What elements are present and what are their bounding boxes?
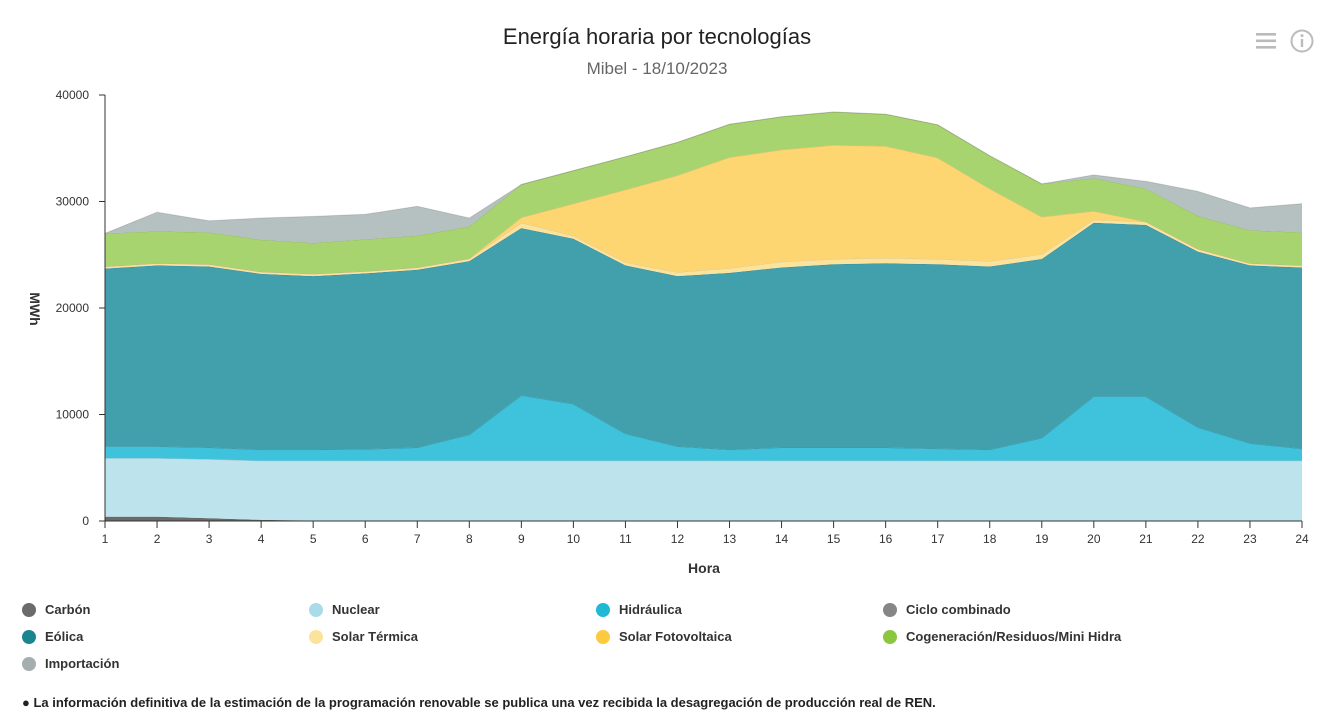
legend-item[interactable]: Nuclear — [309, 602, 380, 617]
area-series-7[interactable] — [105, 112, 1302, 274]
legend-item[interactable]: Hidráulica — [596, 602, 682, 617]
legend-label: Solar Fotovoltaica — [619, 629, 732, 644]
x-tick-label: 22 — [1191, 532, 1205, 546]
x-axis-title: Hora — [688, 560, 720, 576]
x-tick-label: 1 — [102, 532, 109, 546]
x-tick-label: 9 — [518, 532, 525, 546]
legend-item[interactable]: Eólica — [22, 629, 83, 644]
x-tick-label: 3 — [206, 532, 213, 546]
x-tick-label: 7 — [414, 532, 421, 546]
x-tick-label: 6 — [362, 532, 369, 546]
x-tick-label: 13 — [723, 532, 737, 546]
x-tick-label: 19 — [1035, 532, 1049, 546]
x-tick-label: 11 — [619, 532, 632, 546]
x-tick-label: 4 — [258, 532, 265, 546]
area-series-4[interactable] — [105, 222, 1302, 450]
legend-item[interactable]: Solar Térmica — [309, 629, 418, 644]
legend-marker-icon — [596, 602, 610, 617]
y-tick-label: 10000 — [56, 408, 90, 422]
legend-label: Importación — [45, 656, 120, 671]
x-tick-label: 2 — [154, 532, 161, 546]
legend-label: Nuclear — [332, 602, 380, 617]
legend-marker-icon — [22, 629, 36, 644]
info-icon[interactable] — [1289, 28, 1315, 54]
x-tick-label: 17 — [931, 532, 945, 546]
chart-title: Energía horaria por tecnologías — [503, 24, 811, 49]
chart-area: Energía horaria por tecnologías Mibel - … — [27, 24, 1309, 576]
x-tick-label: 15 — [827, 532, 841, 546]
legend-marker-icon — [309, 629, 323, 644]
x-tick-label: 12 — [671, 532, 685, 546]
legend-item[interactable]: Importación — [22, 656, 119, 671]
legend-marker-icon — [883, 629, 897, 644]
footnote: ● La información definitiva de la estima… — [22, 695, 936, 710]
legend-label: Eólica — [45, 629, 84, 644]
legend-label: Cogeneración/Residuos/Mini Hidra — [906, 629, 1122, 644]
hamburger-menu-icon[interactable] — [1253, 28, 1279, 54]
area-series-6[interactable] — [105, 145, 1302, 274]
area-series-5[interactable] — [105, 219, 1302, 277]
y-tick-label: 40000 — [56, 88, 90, 102]
x-tick-label: 20 — [1087, 532, 1101, 546]
area-edge-8 — [104, 111, 1303, 234]
x-tick-label: 21 — [1139, 532, 1153, 546]
y-tick-label: 30000 — [56, 195, 90, 209]
y-axis-title: MWh — [27, 292, 43, 325]
area-series-8[interactable] — [105, 112, 1302, 243]
legend-marker-icon — [22, 602, 36, 617]
x-tick-label: 16 — [879, 532, 893, 546]
chart-subtitle: Mibel - 18/10/2023 — [587, 59, 728, 78]
x-tick-label: 8 — [466, 532, 473, 546]
legend-item[interactable]: Ciclo combinado — [883, 602, 1011, 617]
x-tick-label: 24 — [1295, 532, 1309, 546]
legend-marker-icon — [309, 602, 323, 617]
area-series-1[interactable] — [105, 458, 1302, 521]
legend-marker-icon — [883, 602, 897, 617]
legend-marker-icon — [22, 656, 36, 671]
legend-label: Carbón — [45, 602, 91, 617]
x-tick-label: 18 — [983, 532, 997, 546]
legend-label: Solar Térmica — [332, 629, 418, 644]
series-areas — [104, 111, 1303, 522]
legend-label: Ciclo combinado — [906, 602, 1011, 617]
y-tick-label: 20000 — [56, 301, 90, 315]
legend-marker-icon — [596, 629, 610, 644]
y-tick-label: 0 — [82, 514, 89, 528]
x-tick-label: 5 — [310, 532, 317, 546]
legend-item[interactable]: Cogeneración/Residuos/Mini Hidra — [883, 629, 1121, 644]
legend-label: Hidráulica — [619, 602, 682, 617]
area-series-2[interactable] — [105, 395, 1302, 461]
x-tick-label: 14 — [775, 532, 789, 546]
legend-item[interactable]: Solar Fotovoltaica — [596, 629, 732, 644]
legend-item[interactable]: Carbón — [22, 602, 91, 617]
x-tick-label: 23 — [1243, 532, 1257, 546]
x-tick-label: 10 — [567, 532, 581, 546]
